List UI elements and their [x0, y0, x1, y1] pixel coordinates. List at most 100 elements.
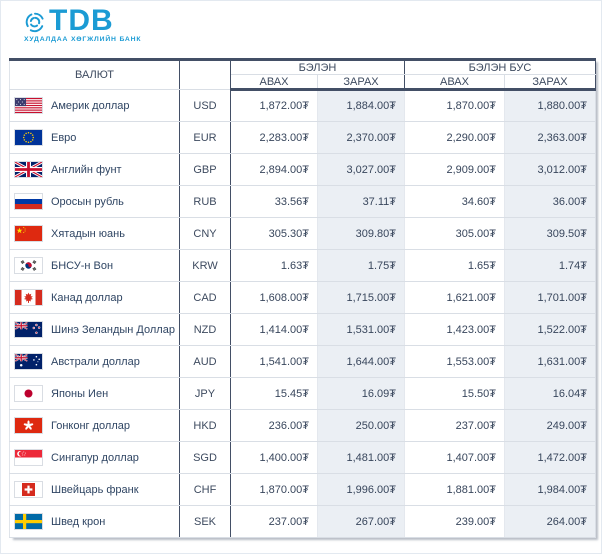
noncash-buy-rate: 305.00₮ [404, 217, 505, 250]
currency-code: NZD [179, 313, 231, 346]
cash-sell-rate: 1,481.00₮ [317, 441, 405, 474]
currency-code: CNY [179, 217, 231, 250]
currency-code: EUR [179, 121, 231, 154]
table-row: Евро EUR 2,283.00₮ 2,370.00₮ 2,290.00₮ 2,363.… [9, 121, 597, 154]
cash-sell-rate: 1,884.00₮ [317, 89, 405, 122]
us-flag-icon [14, 97, 43, 114]
cash-buy-rate: 1,541.00₮ [230, 345, 318, 378]
noncash-buy-rate: 1,423.00₮ [404, 313, 505, 346]
currency-code: JPY [179, 377, 231, 410]
cash-sell-rate: 267.00₮ [317, 505, 405, 538]
noncash-sell-rate: 1,984.00₮ [503, 473, 597, 506]
noncash-buy-rate: 34.60₮ [404, 185, 505, 218]
cash-buy-rate: 1,400.00₮ [230, 441, 318, 474]
table-row: Америк доллар USD 1,872.00₮ 1,884.00₮ 1,870.… [9, 89, 597, 122]
cash-buy-rate: 33.56₮ [230, 185, 318, 218]
currency-name: Канад доллар [51, 291, 123, 304]
currency-code: SEK [179, 505, 231, 538]
sg-flag-icon [14, 449, 43, 466]
currency-name: Сингапур доллар [51, 451, 139, 464]
cash-sell-rate: 1.75₮ [317, 249, 405, 282]
header-cash-sell: ЗАРАХ [317, 74, 405, 91]
table-row: Оросын рубль RUB 33.56₮ 37.11₮ 34.60₮ 36.00₮ [9, 185, 597, 218]
table-row: Швейцарь франк CHF 1,870.00₮ 1,996.00₮ 1,881… [9, 473, 597, 506]
currency-name: БНСУ-н Вон [51, 259, 114, 272]
header-noncash-group: БЭЛЭН БУС [403, 59, 597, 75]
currency-code: SGD [179, 441, 231, 474]
currency-name-cell: Оросын рубль [9, 185, 180, 218]
cash-buy-rate: 236.00₮ [230, 409, 318, 442]
currency-code: USD [179, 89, 231, 122]
currency-name: Шинэ Зеландын Доллар [51, 323, 175, 336]
noncash-sell-rate: 264.00₮ [503, 505, 597, 538]
currency-code: CHF [179, 473, 231, 506]
noncash-buy-rate: 1,870.00₮ [404, 89, 505, 122]
noncash-buy-rate: 2,909.00₮ [404, 153, 505, 186]
noncash-sell-rate: 1,701.00₮ [503, 281, 597, 314]
currency-code: HKD [179, 409, 231, 442]
noncash-sell-rate: 1,522.00₮ [503, 313, 597, 346]
tdb-knot-icon [24, 11, 46, 33]
currency-name: Евро [51, 131, 77, 144]
currency-code: CAD [179, 281, 231, 314]
cn-flag-icon [14, 225, 43, 242]
eu-flag-icon [14, 129, 43, 146]
noncash-sell-rate: 249.00₮ [503, 409, 597, 442]
noncash-buy-rate: 1,621.00₮ [404, 281, 505, 314]
currency-name-cell: Английн фунт [9, 153, 180, 186]
cash-buy-rate: 1,608.00₮ [230, 281, 318, 314]
cash-buy-rate: 1,872.00₮ [230, 89, 318, 122]
currency-name-cell: Гонконг доллар [9, 409, 180, 442]
se-flag-icon [14, 513, 43, 530]
noncash-buy-rate: 1,407.00₮ [404, 441, 505, 474]
currency-name: Америк доллар [51, 99, 130, 112]
cash-sell-rate: 250.00₮ [317, 409, 405, 442]
header-noncash-sell: ЗАРАХ [503, 74, 597, 91]
header-noncash-buy: АВАХ [404, 74, 505, 91]
currency-name: Английн фунт [51, 163, 122, 176]
header-cash-buy: АВАХ [230, 74, 318, 91]
currency-name: Японы Иен [51, 387, 109, 400]
ca-flag-icon [14, 289, 43, 306]
currency-name: Швейцарь франк [51, 483, 139, 496]
currency-name-cell: БНСУ-н Вон [9, 249, 180, 282]
currency-name-cell: Швед крон [9, 505, 180, 538]
noncash-buy-rate: 15.50₮ [404, 377, 505, 410]
noncash-buy-rate: 237.00₮ [404, 409, 505, 442]
ch-flag-icon [14, 481, 43, 498]
currency-name: Оросын рубль [51, 195, 124, 208]
ru-flag-icon [14, 193, 43, 210]
noncash-sell-rate: 2,363.00₮ [503, 121, 597, 154]
table-row: Хятадын юань CNY 305.30₮ 309.80₮ 305.00₮ 309.… [9, 217, 597, 250]
cash-sell-rate: 2,370.00₮ [317, 121, 405, 154]
currency-name: Хятадын юань [51, 227, 125, 240]
table-row: Гонконг доллар HKD 236.00₮ 250.00₮ 237.00₮ 24… [9, 409, 597, 442]
cash-sell-rate: 309.80₮ [317, 217, 405, 250]
au-flag-icon [14, 353, 43, 370]
currency-code: RUB [179, 185, 231, 218]
cash-sell-rate: 1,715.00₮ [317, 281, 405, 314]
noncash-sell-rate: 1.74₮ [503, 249, 597, 282]
noncash-buy-rate: 1.65₮ [404, 249, 505, 282]
exchange-rates-table: ВАЛЮТ БЭЛЭН БЭЛЭН БУС АВАХ ЗАРАХ АВАХ ЗА… [9, 58, 597, 538]
noncash-sell-rate: 309.50₮ [503, 217, 597, 250]
noncash-buy-rate: 2,290.00₮ [404, 121, 505, 154]
noncash-buy-rate: 1,881.00₮ [404, 473, 505, 506]
table-row: Английн фунт GBP 2,894.00₮ 3,027.00₮ 2,909.0… [9, 153, 597, 186]
cash-sell-rate: 1,996.00₮ [317, 473, 405, 506]
table-row: Швед крон SEK 237.00₮ 267.00₮ 239.00₮ 264.00₮ [9, 505, 597, 538]
currency-name: Гонконг доллар [51, 419, 130, 432]
currency-name-cell: Канад доллар [9, 281, 180, 314]
table-row: Сингапур доллар SGD 1,400.00₮ 1,481.00₮ 1,40… [9, 441, 597, 474]
noncash-buy-rate: 1,553.00₮ [404, 345, 505, 378]
cash-buy-rate: 2,894.00₮ [230, 153, 318, 186]
currency-code: KRW [179, 249, 231, 282]
table-row: Шинэ Зеландын Доллар NZD 1,414.00₮ 1,531.00… [9, 313, 597, 346]
noncash-sell-rate: 1,631.00₮ [503, 345, 597, 378]
hk-flag-icon [14, 417, 43, 434]
noncash-sell-rate: 3,012.00₮ [503, 153, 597, 186]
noncash-sell-rate: 1,472.00₮ [503, 441, 597, 474]
bank-logo[interactable]: TDB ХУДАЛДАА ХӨГЖЛИЙН БАНК [24, 6, 141, 44]
currency-name-cell: Америк доллар [9, 89, 180, 122]
currency-code: GBP [179, 153, 231, 186]
